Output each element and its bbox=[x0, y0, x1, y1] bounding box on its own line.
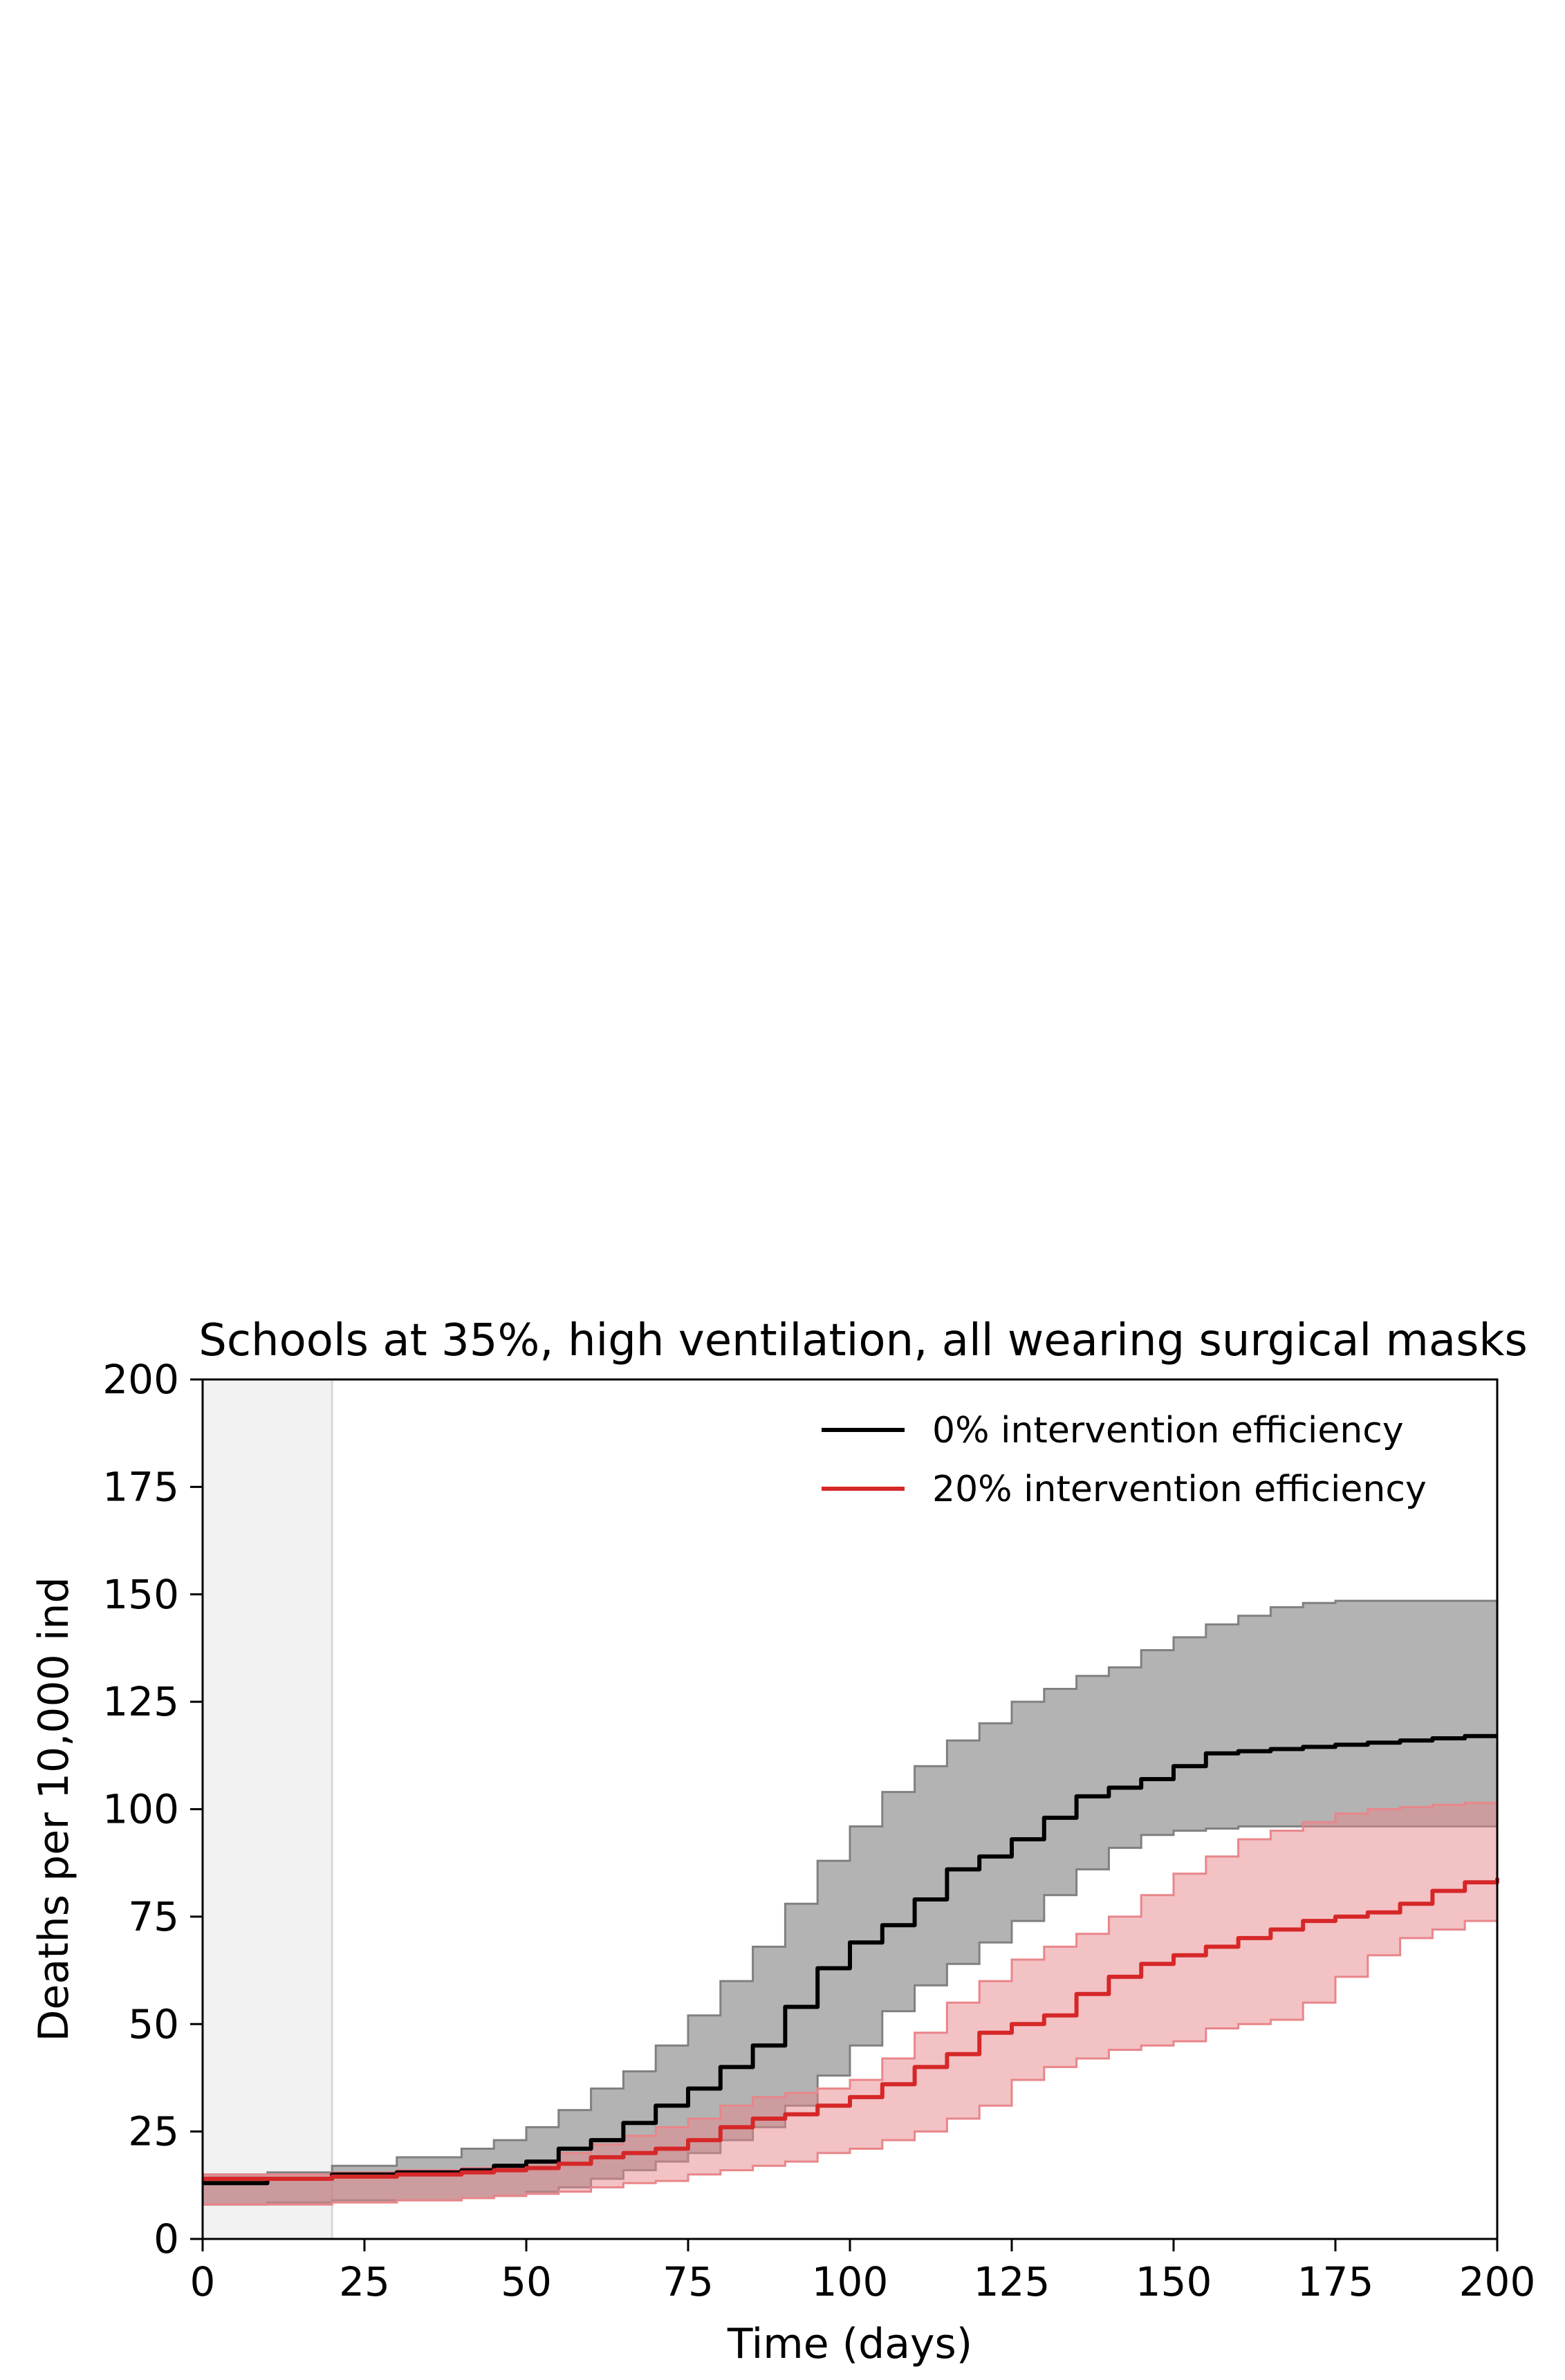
x-tick-label: 175 bbox=[1297, 2258, 1374, 2305]
y-tick-label: 150 bbox=[102, 1571, 179, 1618]
legend-label-1: 20% intervention efficiency bbox=[932, 1469, 1427, 1510]
series-lines bbox=[203, 1733, 1499, 2186]
x-tick-label: 200 bbox=[1459, 2258, 1536, 2305]
x-axis: 0 25 50 75 100 125 150 175 200 bbox=[190, 2239, 1536, 2305]
chart-title: Schools at 35%, high ventilation, all we… bbox=[198, 1315, 1528, 1366]
y-tick-label: 75 bbox=[128, 1893, 179, 1940]
x-tick-label: 75 bbox=[663, 2258, 714, 2305]
y-tick-label: 50 bbox=[128, 2000, 179, 2047]
x-axis-title: Time (days) bbox=[727, 2320, 972, 2368]
y-tick-label: 125 bbox=[102, 1678, 179, 1725]
series-line-1 bbox=[203, 1877, 1499, 2181]
legend: 0% intervention efficiency 20% interventi… bbox=[822, 1410, 1427, 1510]
shaded-initial-period bbox=[201, 1378, 333, 2240]
y-tick-label: 175 bbox=[102, 1463, 179, 1510]
y-tick-label: 0 bbox=[154, 2215, 179, 2262]
y-tick-label: 200 bbox=[102, 1356, 179, 1403]
y-axis-title: Deaths per 10,000 ind bbox=[30, 1577, 78, 2041]
y-tick-label: 100 bbox=[102, 1786, 179, 1833]
y-axis: 0 25 50 75 100 125 150 175 200 bbox=[102, 1356, 203, 2262]
series-line-0 bbox=[203, 1733, 1497, 2186]
x-tick-label: 100 bbox=[812, 2258, 889, 2305]
x-tick-label: 50 bbox=[501, 2258, 552, 2305]
x-tick-label: 125 bbox=[974, 2258, 1050, 2305]
x-tick-label: 25 bbox=[339, 2258, 390, 2305]
y-tick-label: 25 bbox=[128, 2108, 179, 2155]
x-tick-label: 0 bbox=[190, 2258, 216, 2305]
x-tick-label: 150 bbox=[1136, 2258, 1212, 2305]
legend-label-0: 0% intervention efficiency bbox=[932, 1410, 1404, 1451]
